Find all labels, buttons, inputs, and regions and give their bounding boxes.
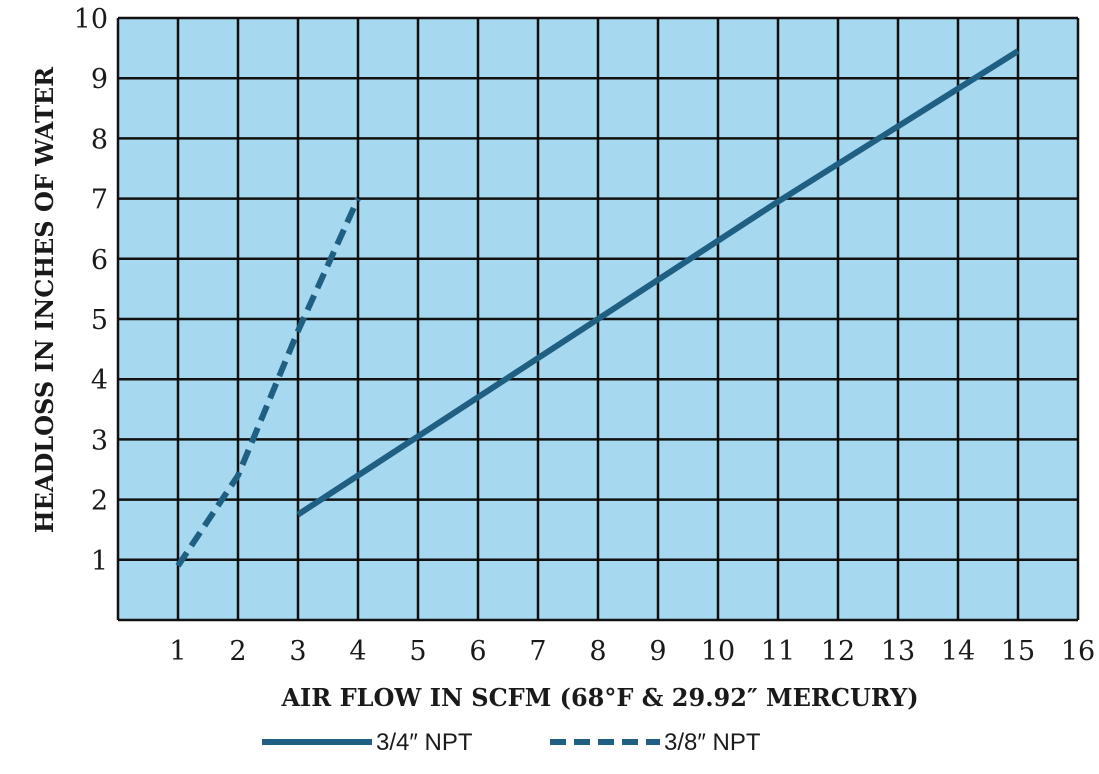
x-tick-label: 1	[169, 636, 186, 667]
x-tick-label: 9	[649, 636, 666, 667]
legend: 3/4″ NPT 3/8″ NPT	[262, 729, 761, 756]
y-tick-label: 3	[91, 425, 108, 456]
x-tick-label: 11	[761, 636, 795, 667]
x-tick-label: 2	[229, 636, 246, 667]
y-tick-label: 2	[91, 486, 108, 517]
y-tick-label: 5	[91, 305, 108, 336]
x-tick-label: 5	[409, 636, 426, 667]
series-line-three-quarter-npt	[296, 48, 1020, 518]
y-tick-label: 10	[74, 4, 108, 35]
y-tick-label: 6	[91, 245, 108, 276]
y-tick-label: 4	[91, 365, 108, 396]
x-tick-label: 8	[589, 636, 606, 667]
y-tick-label: 1	[91, 546, 108, 577]
x-tick-label: 13	[881, 636, 915, 667]
x-tick-label: 14	[941, 636, 975, 667]
x-tick-label: 12	[821, 636, 855, 667]
series-lines	[175, 48, 1020, 568]
y-tick-label: 9	[91, 64, 108, 95]
y-axis-title: HEADLOSS IN INCHES OF WATER	[30, 66, 59, 533]
x-tick-label: 6	[469, 636, 486, 667]
x-axis-title: AIR FLOW IN SCFM (68°F & 29.92″ MERCURY)	[280, 683, 918, 712]
legend-label: 3/8″ NPT	[664, 729, 761, 756]
grid-lines	[116, 16, 1080, 622]
x-tick-label: 7	[529, 636, 546, 667]
x-tick-label: 4	[349, 636, 366, 667]
legend-label: 3/4″ NPT	[376, 729, 473, 756]
x-tick-label: 15	[1001, 636, 1035, 667]
x-tick-label: 16	[1061, 636, 1095, 667]
y-tick-label: 8	[91, 124, 108, 155]
series-line-three-eighths-npt	[175, 197, 361, 568]
x-tick-label: 10	[701, 636, 735, 667]
x-tick-label: 3	[289, 636, 306, 667]
y-tick-label: 7	[91, 185, 108, 216]
